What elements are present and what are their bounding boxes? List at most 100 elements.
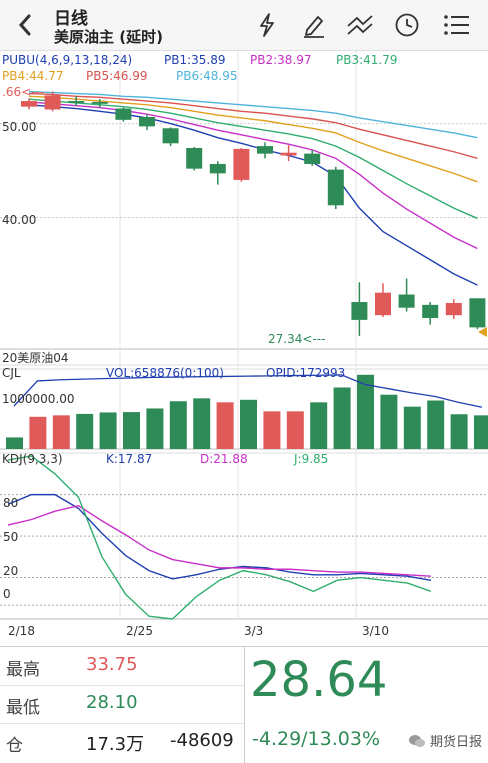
candle-body xyxy=(469,298,486,328)
low-value: 28.10 xyxy=(86,692,138,713)
volume-bar xyxy=(6,437,23,449)
contract-label: 20美原油04 xyxy=(2,351,69,365)
kdj-k-value: K:17.87 xyxy=(106,452,153,466)
menu-icon xyxy=(444,15,469,35)
candle-body xyxy=(375,292,391,316)
candle-body xyxy=(115,108,132,120)
volume-bar xyxy=(146,408,164,449)
volume-bar xyxy=(310,402,328,449)
volume-bar xyxy=(169,401,187,449)
volume-scale-label: 1000000.00 xyxy=(2,392,75,406)
kdj-tick-50: 50 xyxy=(3,530,19,544)
history-button[interactable] xyxy=(390,8,424,42)
pb1-value: PB1:35.89 xyxy=(164,53,226,67)
candle-body xyxy=(398,294,415,308)
volume-bars xyxy=(6,374,488,449)
candle-body xyxy=(186,147,203,169)
date-label-4: 3/10 xyxy=(362,624,389,638)
delay-label: (延时) xyxy=(119,28,163,46)
pen-icon xyxy=(304,16,324,38)
pb-line-PB6 xyxy=(28,90,478,139)
instrument-name: 美原油主 xyxy=(54,28,115,46)
volume-value: VOL:658876(0:100) xyxy=(106,366,224,380)
candle-body xyxy=(351,302,368,320)
volume-bar xyxy=(76,413,94,449)
kdj-lines xyxy=(7,455,432,620)
volume-panel-name: CJL xyxy=(2,366,21,380)
volume-bar xyxy=(123,412,140,449)
draw-lines-button[interactable] xyxy=(343,8,377,42)
quote-panel: 最高 33.75 最低 28.10 仓 17.3万 -48609 xyxy=(0,646,488,763)
back-button[interactable] xyxy=(10,8,40,42)
candle-body xyxy=(445,302,462,316)
menu-button[interactable] xyxy=(440,8,474,42)
volume-bar xyxy=(240,399,257,449)
candle-body xyxy=(68,101,85,103)
kdj-line-J xyxy=(7,455,432,620)
pb3-value: PB3:41.79 xyxy=(336,53,398,67)
low-row: 最低 28.10 xyxy=(0,685,244,724)
candle-body xyxy=(91,101,108,104)
kdj-tick-80: 80 xyxy=(3,496,19,510)
volume-bar xyxy=(403,406,421,449)
price-tick-40: 40.00 xyxy=(2,213,37,227)
volume-bar xyxy=(52,415,70,449)
watermark-text: 期货日报 xyxy=(430,735,483,750)
period-title: 日线 xyxy=(54,9,88,29)
position-change: -48609 xyxy=(170,730,234,751)
candle-body xyxy=(162,128,179,144)
date-label-2: 2/25 xyxy=(126,624,153,638)
clock-icon xyxy=(395,13,419,37)
pb-line-PB5 xyxy=(28,92,478,159)
candle-body xyxy=(21,101,37,107)
draw-lines-icon xyxy=(347,15,373,35)
position-row: 仓 17.3万 -48609 xyxy=(0,723,244,761)
kline-chart-area[interactable] xyxy=(0,51,488,645)
candle-body xyxy=(139,116,155,127)
kdj-tick-20: 20 xyxy=(3,564,19,578)
instrument-title: 美原油主 (延时) xyxy=(54,26,163,47)
kdj-line-D xyxy=(7,504,432,577)
opid-value: OPID:172993 xyxy=(266,366,346,380)
top-toolbar: 日线 美原油主 (延时) xyxy=(0,0,488,51)
kdj-tick-0: 0 xyxy=(3,587,11,601)
draw-pen-button[interactable] xyxy=(297,8,331,42)
high-marker: .66<--- xyxy=(2,85,45,99)
candlesticks xyxy=(21,91,486,336)
price-change: -4.29/13.03% xyxy=(252,728,381,750)
volume-bar xyxy=(286,411,304,449)
volume-bar xyxy=(333,387,351,449)
pb-line-PB3 xyxy=(28,98,478,220)
pb2-value: PB2:38.97 xyxy=(250,53,312,67)
position-label: 仓 xyxy=(6,736,23,756)
kdj-j-value: J:9.85 xyxy=(294,452,329,466)
volume-bar xyxy=(474,415,488,449)
watermark: 期货日报 xyxy=(408,731,482,750)
pb5-value: PB5:46.99 xyxy=(86,69,148,83)
pb-line-PB1 xyxy=(28,104,478,286)
candle-body xyxy=(327,169,344,206)
volume-bar xyxy=(193,398,211,449)
pb-line-PB2 xyxy=(28,101,478,250)
volume-bar xyxy=(427,400,445,449)
low-label: 最低 xyxy=(6,698,40,718)
pb4-value: PB4:44.77 xyxy=(2,69,64,83)
high-label: 最高 xyxy=(6,660,40,680)
back-icon xyxy=(18,14,31,36)
candle-body xyxy=(257,146,273,154)
candle-body xyxy=(209,163,226,174)
opid-line xyxy=(13,374,483,408)
flash-icon xyxy=(260,13,274,37)
price-tick-50: 50.00 xyxy=(2,120,37,134)
candle-body xyxy=(304,153,321,164)
candle-body xyxy=(422,304,439,319)
wechat-icon xyxy=(409,734,425,747)
volume-bar xyxy=(450,414,468,449)
date-label-3: 3/3 xyxy=(244,624,264,638)
position-value: 17.3万 xyxy=(86,734,145,755)
flash-button[interactable] xyxy=(250,8,284,42)
pb-line-PB4 xyxy=(28,95,478,183)
kdj-panel-name: KDJ(9,3,3) xyxy=(2,452,63,466)
last-price: 28.64 xyxy=(250,652,388,708)
low-marker: 27.34<--- xyxy=(268,332,326,346)
